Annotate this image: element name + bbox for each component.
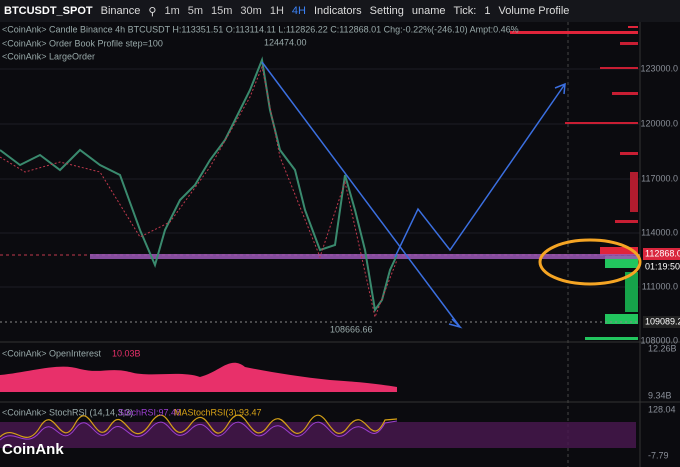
interval[interactable]: 15m: [211, 5, 233, 17]
stoch-tick: -7.79: [648, 450, 669, 460]
price-tick: 108000.0: [640, 335, 678, 345]
grid: [0, 68, 640, 288]
interval[interactable]: 30m: [240, 5, 262, 17]
stoch-band: [0, 422, 636, 448]
price-series-shadow: [0, 65, 398, 319]
ma-stoch-rsi-line: [0, 420, 398, 441]
interval[interactable]: 1H: [269, 5, 284, 17]
price-tick: 123000.0: [640, 63, 678, 73]
high-label: 124474.00: [264, 37, 307, 47]
oi-tick: 12.26B: [648, 343, 677, 353]
volume-profile[interactable]: Volume Profile: [498, 5, 570, 17]
tick-label: Tick:: [453, 5, 477, 17]
stoch-legend: <CoinAnk> StochRSI (14,14,3,3): [2, 407, 133, 417]
user[interactable]: uname: [411, 5, 446, 17]
candle-legend: <CoinAnk> Candle Binance 4h BTCUSDT H:11…: [2, 24, 519, 34]
forecast-arrows: [261, 61, 566, 329]
price-tick: 114000.0: [641, 227, 678, 237]
orderbook-legend: <CoinAnk> Order Book Profile step=100: [2, 38, 163, 48]
chart-area: <CoinAnk> Candle Binance 4h BTCUSDT H:11…: [0, 22, 680, 467]
interval[interactable]: 5m: [187, 5, 204, 17]
marker-tag: [643, 316, 680, 328]
tick-value[interactable]: 1: [484, 5, 491, 17]
price-tick: 117000.0: [641, 173, 678, 183]
highlight-circle: [538, 238, 642, 286]
symbol[interactable]: BTCUSDT_SPOT: [4, 5, 93, 17]
search-icon[interactable]: ⚲: [148, 5, 157, 18]
open-interest-area: [0, 362, 397, 392]
watermark: CoinAnk: [2, 441, 64, 458]
countdown: 01:19:50: [645, 261, 680, 271]
stoch-k: StochRSI:97.48: [118, 407, 181, 417]
oi-value: 10.03B: [112, 348, 141, 358]
toolbar: BTCUSDT_SPOT Binance ⚲ 1m 5m 15m 30m 1H 4H In…: [0, 0, 680, 22]
exchange: Binance: [100, 5, 141, 17]
last-price: 112868.0: [645, 248, 680, 258]
low-label: 108666.66: [330, 324, 373, 334]
oi-tick: 9.34B: [648, 390, 672, 400]
interval[interactable]: 4H: [291, 5, 306, 17]
interval[interactable]: 1m: [164, 5, 180, 17]
support-band: [90, 254, 640, 259]
marker-price: 109089.28: [645, 316, 680, 326]
stoch-rsi-line: [0, 414, 398, 438]
volume-profile: [510, 26, 638, 340]
price-series: [0, 56, 398, 313]
stoch-d: MAStochRSI(3):93.47: [174, 407, 262, 417]
price-tick: 120000.0: [640, 118, 678, 128]
intervals: 1m 5m 15m 30m 1H 4H: [164, 5, 306, 17]
largeorder-legend: <CoinAnk> LargeOrder: [2, 51, 95, 61]
oi-legend: <CoinAnk> OpenInterest: [2, 348, 102, 358]
last-price-tag: [643, 248, 680, 260]
setting[interactable]: Setting: [369, 5, 404, 17]
price-tick: 111000.0: [642, 281, 678, 291]
stoch-tick: 128.04: [648, 404, 676, 414]
indicators[interactable]: Indicators: [313, 5, 362, 17]
